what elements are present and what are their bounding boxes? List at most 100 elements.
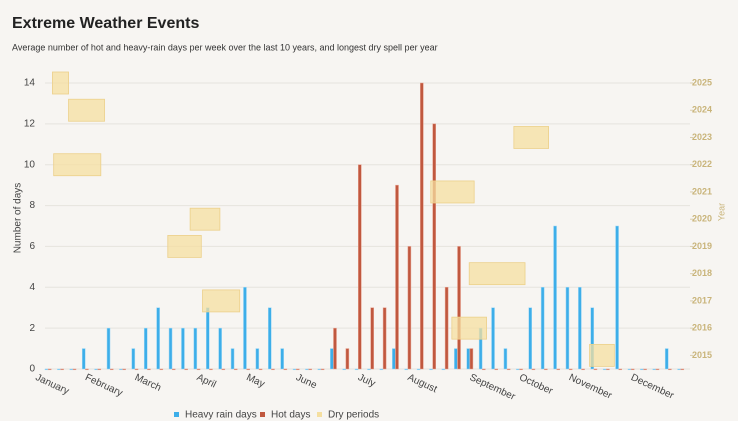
hot-bar [147,368,151,371]
hot-bar [209,368,213,371]
hot-bar [234,368,238,371]
legend-swatch [260,412,265,417]
hot-bar [407,246,412,370]
hot-bar [221,368,226,371]
y2-tick-label: 2022 [692,159,712,169]
dry-period [202,289,241,313]
rain-bar [615,225,619,370]
rain-bar [230,348,235,370]
hot-bar [159,368,164,371]
hot-bar [47,368,52,371]
hot-bar [506,368,511,371]
rain-bar [392,348,396,370]
y2-tick-label: 2020 [692,214,712,224]
rain-bar [652,368,657,371]
hot-bar [618,368,623,371]
y2-tick-label: 2017 [692,295,712,305]
y2-tick-label: 2019 [692,241,712,251]
rain-bar [416,368,421,371]
rain-bar [342,368,346,371]
rain-bar [491,307,495,370]
dry-period [468,262,526,286]
y2-tick-label: 2016 [692,323,712,333]
rain-bar [454,348,458,370]
rain-bar [317,368,322,371]
rain-bar [553,225,557,370]
hot-bar [469,348,474,370]
hot-bar [171,368,176,371]
dry-period [451,316,487,340]
rain-bar [305,368,309,371]
dry-period [189,207,221,231]
rain-bar [94,368,98,371]
y-tick-label: 8 [29,200,35,211]
hot-bar [482,368,486,371]
dry-period [167,235,202,258]
rain-bar [268,307,272,370]
rain-bar [602,368,607,371]
hot-bar [258,368,263,371]
hot-bar [457,246,461,370]
hot-bar [134,368,139,371]
hot-bar [370,307,374,370]
hot-bar [358,164,362,370]
hot-bar [593,368,598,371]
dry-period [513,126,549,149]
rain-bar [404,368,408,371]
rain-bar [292,368,297,371]
rain-bar [181,327,185,370]
hot-bar [122,368,126,371]
rain-bar [131,348,136,370]
rain-bar [218,327,222,370]
dry-period [589,343,615,367]
rain-bar [516,368,520,371]
rain-bar [81,348,86,370]
hot-bar [581,368,585,371]
legend-label: Dry periods [328,410,379,421]
hot-bar [606,368,610,371]
hot-bar [271,368,275,371]
hot-bar [184,368,188,371]
dry-period [52,71,69,95]
hot-bar [668,368,672,371]
legend-swatch [174,412,179,417]
y2-tick-label: 2025 [692,77,712,87]
rain-bar [664,348,669,370]
hot-bar [432,123,436,370]
rain-bar [168,327,173,370]
rain-bar [627,368,632,371]
y2-tick-label: 2015 [692,350,712,360]
hot-bar [283,368,288,371]
hot-bar [85,368,89,371]
rain-bar [640,368,644,371]
hot-bar [395,184,399,370]
rain-bar [193,327,198,370]
hot-bar [444,287,449,370]
chart-title: Extreme Weather Events [12,15,199,32]
rain-bar [280,348,284,370]
hot-bar [519,368,523,371]
hot-bar [680,368,685,371]
rain-bar [677,368,681,371]
hot-bar [196,368,201,371]
rain-bar [429,368,433,371]
hot-bar [544,368,548,371]
rain-bar [57,368,61,371]
rain-bar [69,368,74,371]
rain-bar [156,307,160,370]
y2-tick-label: 2024 [692,105,712,115]
y-axis-label: Number of days [13,183,24,254]
y-tick-label: 0 [29,364,35,375]
hot-bar [531,368,536,371]
legend-label: Hot days [271,410,310,421]
hot-bar [630,368,635,371]
y-tick-label: 4 [29,282,35,293]
rain-bar [106,327,111,370]
hot-bar [72,368,77,371]
y-tick-label: 12 [24,118,36,129]
chart-subtitle: Average number of hot and heavy-rain day… [12,42,438,52]
hot-bar [643,368,647,371]
rain-bar [206,307,210,370]
